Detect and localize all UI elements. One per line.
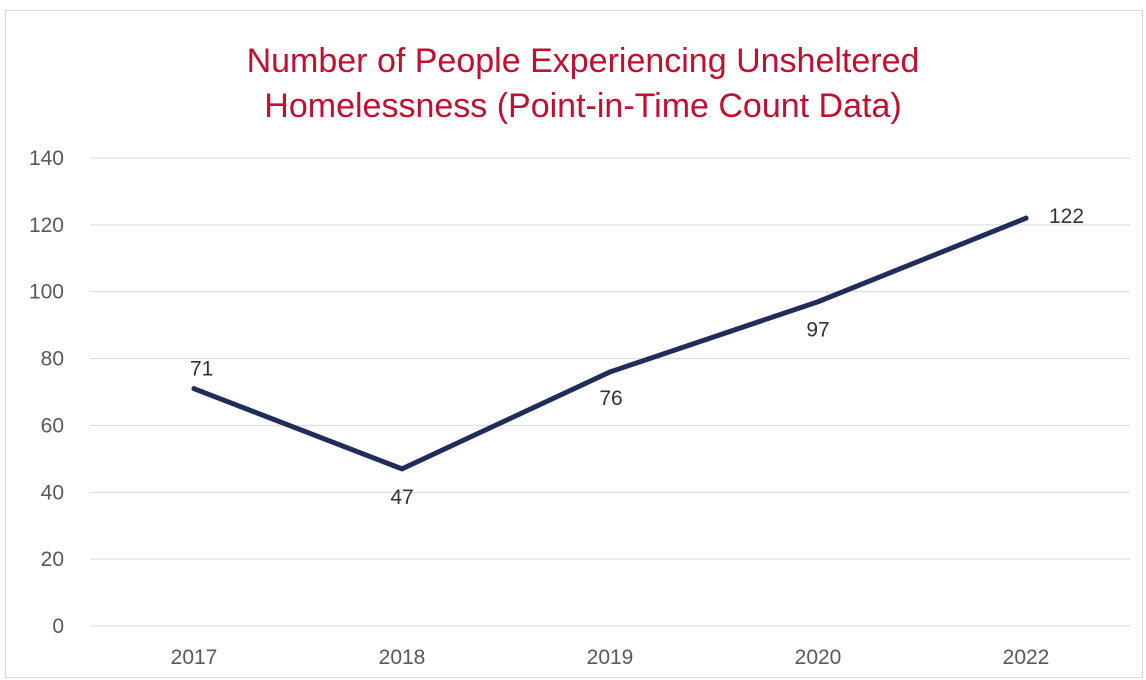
y-tick-label: 140 [29, 147, 64, 170]
data-point [191, 386, 197, 392]
chart-title-line-2: Homelessness (Point-in-Time Count Data) [264, 87, 901, 125]
y-tick-label: 100 [29, 281, 64, 304]
y-tick-label: 80 [41, 348, 64, 371]
chart-title-line-1: Number of People Experiencing Unsheltere… [247, 42, 920, 80]
data-label: 76 [599, 387, 622, 410]
chart-frame [5, 10, 1143, 678]
x-tick-label: 2017 [171, 646, 218, 669]
data-label: 122 [1049, 205, 1084, 228]
y-tick-label: 60 [41, 414, 64, 437]
data-label: 47 [390, 486, 413, 509]
x-tick-label: 2022 [1003, 646, 1050, 669]
y-tick-label: 20 [41, 548, 64, 571]
x-tick-label: 2018 [379, 646, 426, 669]
x-tick-label: 2019 [587, 646, 634, 669]
y-tick-label: 40 [41, 481, 64, 504]
data-point [607, 369, 613, 375]
data-labels: 71 47 76 97 122 [190, 205, 1084, 509]
data-point [815, 299, 821, 305]
data-point [399, 466, 405, 472]
series-layer [191, 215, 1029, 472]
y-tick-label: 0 [52, 615, 64, 638]
data-label: 97 [806, 319, 829, 342]
gridlines [90, 157, 1130, 627]
x-tick-label: 2020 [795, 646, 842, 669]
series-line [191, 215, 1029, 472]
y-tick-label: 120 [29, 214, 64, 237]
x-axis-ticks: 2017 2018 2019 2020 2022 [171, 646, 1050, 669]
data-point [1023, 215, 1029, 221]
y-axis-ticks: 0 20 40 60 80 100 120 140 [29, 147, 64, 638]
data-label: 71 [190, 358, 213, 381]
